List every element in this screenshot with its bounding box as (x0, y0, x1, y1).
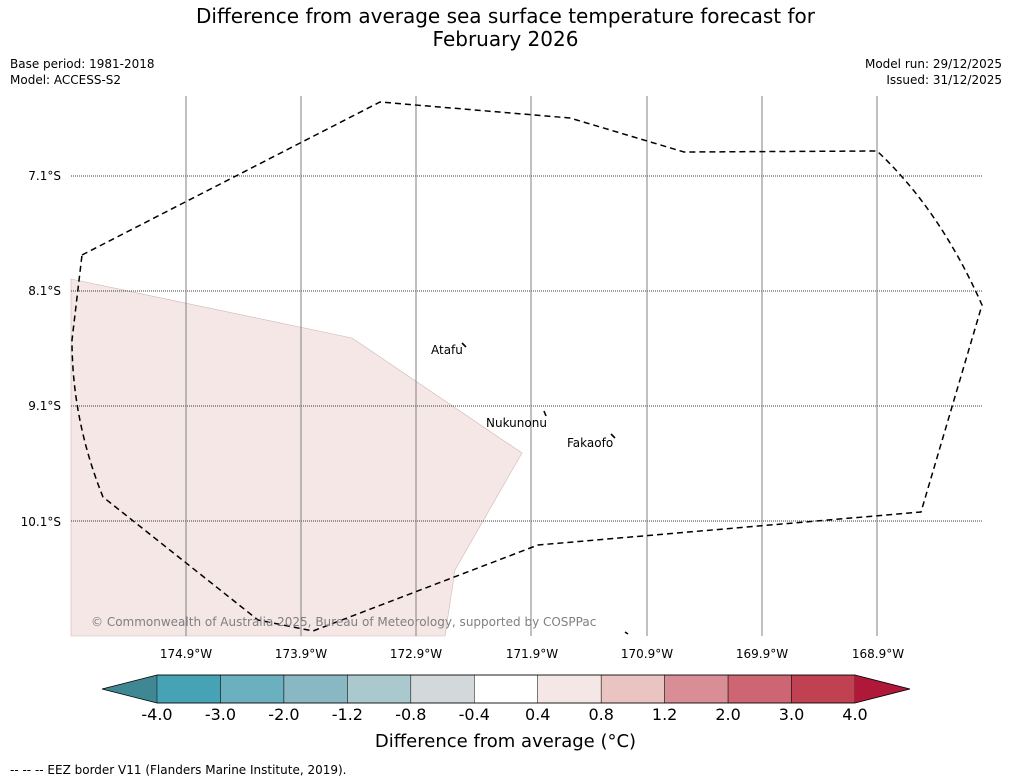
colorbar-segment (791, 674, 856, 704)
lon-gridlines (185, 96, 878, 636)
colorbar-segment (410, 674, 475, 704)
colorbar-segment (537, 674, 602, 704)
colorbar-tick-label: -3.0 (204, 705, 237, 724)
meta-left: Base period: 1981-2018 Model: ACCESS-S2 (10, 56, 155, 88)
lon-label: 172.9°W (390, 647, 442, 661)
lon-label: 173.9°W (275, 647, 327, 661)
fakaofo-label: Fakaofo (567, 436, 613, 450)
small-island-marker (624, 631, 629, 635)
colorbar-tick-label: 2.0 (715, 705, 741, 724)
nukunonu-atoll (543, 410, 547, 417)
base-period: Base period: 1981-2018 (10, 57, 155, 71)
colorbar-tick-label: -2.0 (268, 705, 300, 724)
lat-label: 9.1°S (28, 399, 61, 413)
colorbar-tick-label: 0.4 (524, 705, 551, 724)
nukunonu-label: Nukunonu (486, 416, 547, 430)
colorbar-extend-high (855, 675, 910, 703)
colorbar-tick-label: 1.2 (651, 705, 678, 724)
legend-footer: -- -- -- EEZ border V11 (Flanders Marine… (10, 763, 347, 777)
title-line-1: Difference from average sea surface temp… (195, 4, 815, 28)
map-title: Difference from average sea surface temp… (0, 5, 1011, 51)
copyright-notice: © Commonwealth of Australia 2025, Bureau… (91, 615, 596, 629)
colorbar-segment (727, 674, 792, 704)
colorbar-extend-low (102, 675, 157, 703)
colorbar-segment (600, 674, 665, 704)
meta-right: Model run: 29/12/2025 Issued: 31/12/2025 (865, 56, 1002, 88)
lat-label: 8.1°S (28, 284, 61, 298)
lon-label: 171.9°W (506, 647, 558, 661)
lon-label: 170.9°W (621, 647, 673, 661)
colorbar-segment (283, 674, 348, 704)
colorbar-tick-label: -0.4 (458, 705, 490, 724)
colorbar-tick-label: 0.8 (588, 705, 614, 724)
colorbar-tick-label: 3.0 (778, 705, 805, 724)
colorbar-tick-label: -1.2 (331, 705, 363, 724)
colorbar-title: Difference from average (°C) (374, 731, 637, 752)
issued-date: Issued: 31/12/2025 (886, 73, 1002, 87)
atafu-label: Atafu (431, 343, 463, 357)
model-name: Model: ACCESS-S2 (10, 73, 122, 87)
eez-border (71, 101, 983, 632)
colorbar-tick-label: 4.0 (842, 705, 868, 724)
lat-label: 7.1°S (28, 169, 61, 183)
atafu-atoll (461, 342, 467, 348)
colorbar-segment (474, 674, 538, 704)
colorbar-segment (347, 674, 412, 704)
colorbar-segment (156, 674, 221, 704)
lon-label: 168.9°W (852, 647, 904, 661)
colorbar-tick-label: -4.0 (141, 705, 173, 724)
title-line-2: February 2026 (432, 27, 579, 51)
colorbar-outline (101, 674, 911, 704)
colorbar-segment (220, 674, 285, 704)
fakaofo-atoll (610, 433, 616, 439)
lon-label: 169.9°W (736, 647, 788, 661)
model-run: Model run: 29/12/2025 (864, 57, 1002, 71)
lon-label: 174.9°W (160, 647, 212, 661)
colorbar-segment (664, 674, 729, 704)
colorbar-tick-label: -0.8 (395, 705, 427, 724)
colorbar (101, 674, 911, 704)
lat-label: 10.1°S (21, 515, 61, 529)
anomaly-region (70, 278, 523, 637)
